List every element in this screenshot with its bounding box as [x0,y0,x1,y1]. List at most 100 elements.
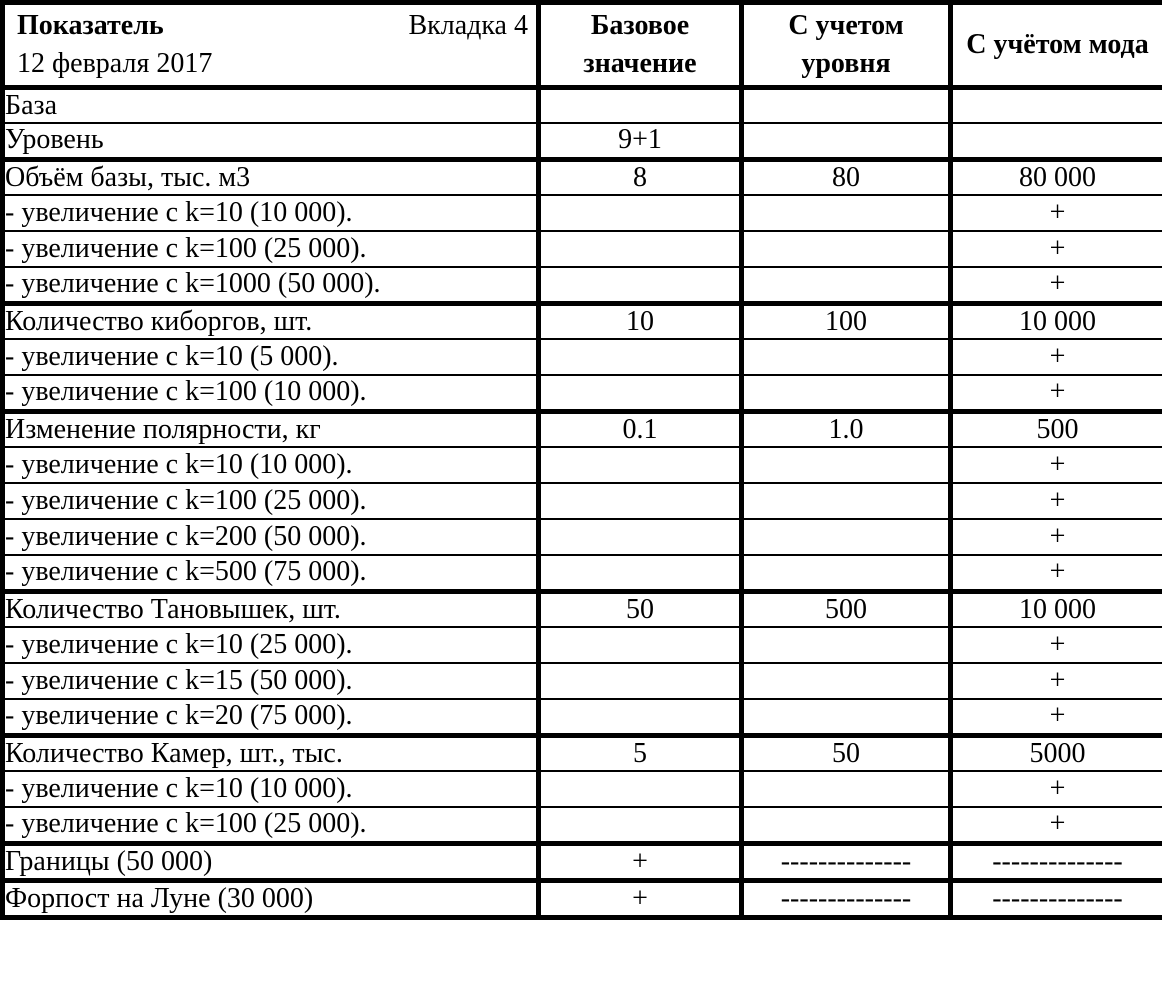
level-value-cell: 50 [739,734,953,773]
row-label: Уровень [0,122,541,162]
row-label: Изменение полярности, кг [0,410,541,449]
mod-value-cell: -------------- [948,879,1162,920]
header-with-level: С учетом уровня [739,0,953,90]
header-line-1: Показатель Вкладка 4 [8,7,534,44]
table-row-polarity-change: Изменение полярности, кг 0.1 1.0 500 [0,410,1162,449]
level-value-cell [739,374,953,414]
level-value-cell: 500 [739,590,953,629]
header-indicator-cell: Показатель Вкладка 4 12 февраля 2017 [0,0,541,90]
base-value-cell: 9+1 [536,122,744,162]
base-value-cell: 5 [536,734,744,773]
row-label: - увеличение с k=100 (25 000). [0,806,541,846]
table-row-increase: - увеличение с k=1000 (50 000). + [0,266,1162,306]
base-value-cell: + [536,879,744,920]
mod-value-cell: + [948,770,1162,809]
row-label: - увеличение с k=10 (5 000). [0,338,541,377]
mod-value-cell: + [948,338,1162,377]
table-row-base-volume: Объём базы, тыс. м3 8 80 80 000 [0,158,1162,197]
row-label: - увеличение с k=200 (50 000). [0,518,541,557]
base-value-cell [536,86,744,125]
base-value-cell [536,338,744,377]
level-value-cell: 80 [739,158,953,197]
level-value-cell: -------------- [739,879,953,920]
table-row-increase: - увеличение с k=10 (10 000). + [0,770,1162,809]
row-label: - увеличение с k=15 (50 000). [0,662,541,701]
row-label: База [0,86,541,125]
row-label: - увеличение с k=10 (25 000). [0,626,541,665]
mod-value-cell: -------------- [948,842,1162,883]
base-value-cell: 0.1 [536,410,744,449]
level-value-cell [739,554,953,594]
base-value-cell [536,482,744,521]
row-label: - увеличение с k=10 (10 000). [0,194,541,233]
level-value-cell: 100 [739,302,953,341]
level-value-cell [739,446,953,485]
base-value-cell [536,374,744,414]
base-value-cell: 50 [536,590,744,629]
table-row-increase: - увеличение с k=500 (75 000). + [0,554,1162,594]
mod-value-cell [948,86,1162,125]
table-row-increase: - увеличение с k=100 (25 000). + [0,806,1162,846]
level-value-cell [739,194,953,233]
mod-value-cell: + [948,626,1162,665]
base-value-cell [536,518,744,557]
row-label: Количество Тановышек, шт. [0,590,541,629]
row-label: Объём базы, тыс. м3 [0,158,541,197]
level-value-cell [739,230,953,269]
mod-value-cell: + [948,194,1162,233]
row-label: - увеличение с k=500 (75 000). [0,554,541,594]
table-row-increase: - увеличение с k=10 (25 000). + [0,626,1162,665]
table-row-increase: - увеличение с k=15 (50 000). + [0,662,1162,701]
level-value-cell [739,482,953,521]
mod-value-cell: + [948,698,1162,738]
mod-value-cell: 5000 [948,734,1162,773]
level-value-cell [739,86,953,125]
level-value-cell [739,806,953,846]
mod-value-cell: + [948,806,1162,846]
indicator-table: Показатель Вкладка 4 12 февраля 2017 Баз… [0,0,1162,920]
table-row-increase: - увеличение с k=100 (10 000). + [0,374,1162,414]
base-value-cell: 8 [536,158,744,197]
base-value-cell [536,446,744,485]
mod-value-cell: + [948,554,1162,594]
level-value-cell [739,662,953,701]
row-label: - увеличение с k=100 (25 000). [0,482,541,521]
table-row-increase: - увеличение с k=100 (25 000). + [0,230,1162,269]
base-value-cell [536,806,744,846]
row-label: - увеличение с k=10 (10 000). [0,770,541,809]
row-label: Количество киборгов, шт. [0,302,541,341]
table-row-increase: - увеличение с k=200 (50 000). + [0,518,1162,557]
table-row-increase: - увеличение с k=10 (10 000). + [0,446,1162,485]
table-row-moon-outpost: Форпост на Луне (30 000) + -------------… [0,879,1162,920]
mod-value-cell: + [948,662,1162,701]
level-value-cell [739,770,953,809]
level-value-cell [739,626,953,665]
base-value-cell [536,266,744,306]
table-row-increase: - увеличение с k=100 (25 000). + [0,482,1162,521]
base-value-cell [536,770,744,809]
row-label: - увеличение с k=100 (25 000). [0,230,541,269]
table-row-cyborg-count: Количество киборгов, шт. 10 100 10 000 [0,302,1162,341]
level-value-cell [739,698,953,738]
base-value-cell: + [536,842,744,883]
table-row-base: База [0,86,1162,125]
mod-value-cell: 80 000 [948,158,1162,197]
level-value-cell [739,518,953,557]
header-base-value: Базовое значение [536,0,744,90]
row-label: - увеличение с k=100 (10 000). [0,374,541,414]
base-value-cell: 10 [536,302,744,341]
mod-value-cell: + [948,374,1162,414]
level-value-cell: 1.0 [739,410,953,449]
row-label: - увеличение с k=20 (75 000). [0,698,541,738]
base-value-cell [536,554,744,594]
mod-value-cell: + [948,230,1162,269]
mod-value-cell: + [948,266,1162,306]
table-row-increase: - увеличение с k=10 (10 000). + [0,194,1162,233]
base-value-cell [536,626,744,665]
base-value-cell [536,698,744,738]
row-label: - увеличение с k=1000 (50 000). [0,266,541,306]
base-value-cell [536,230,744,269]
base-value-cell [536,194,744,233]
row-label: - увеличение с k=10 (10 000). [0,446,541,485]
table-row-increase: - увеличение с k=20 (75 000). + [0,698,1162,738]
